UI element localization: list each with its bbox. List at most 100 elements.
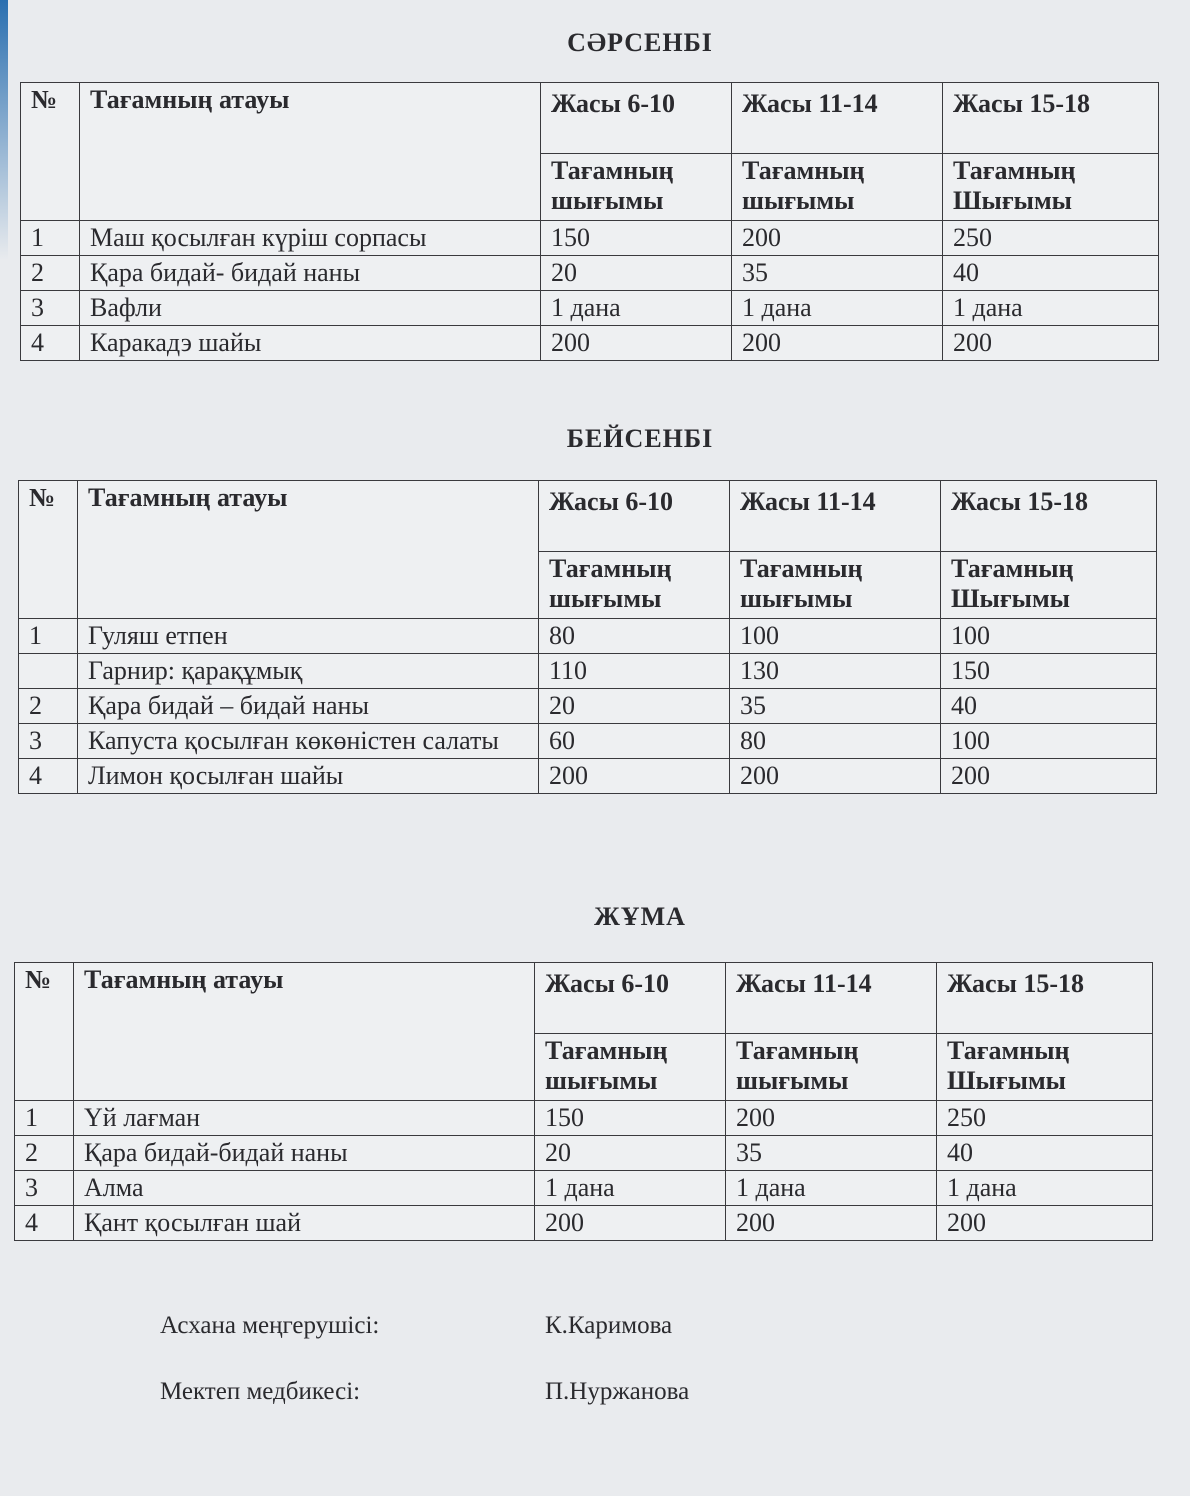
table-row: 3 Капуста қосылған көкөністен салаты 60 80 1… [18, 723, 1157, 759]
portion-value: 100 [729, 618, 941, 654]
header-dish-name: Тағамның атауы [73, 962, 535, 1101]
portion-value: 80 [538, 618, 730, 654]
portion-value: 200 [942, 325, 1159, 361]
portion-value: 200 [538, 758, 730, 794]
signature-name-nurse: П.Нуржанова [545, 1378, 690, 1405]
portion-value: 100 [940, 618, 1157, 654]
dish-name: Маш қосылған күріш сорпасы [79, 220, 541, 256]
subheader-row: Тағамның шығымы Тағамның шығымы Тағамның Ш… [19, 551, 1157, 619]
header-age-group: Жасы 11-14 [731, 82, 943, 154]
dish-name: Қара бидай – бидай наны [77, 688, 539, 724]
portion-value: 20 [540, 255, 732, 291]
row-number: 4 [20, 325, 80, 361]
row-number: 2 [18, 688, 78, 724]
portion-value: 1 дана [540, 290, 732, 326]
header-age-group: Жасы 6-10 [540, 82, 732, 154]
header-output: Тағамның Шығымы [936, 1033, 1153, 1101]
portion-value: 250 [942, 220, 1159, 256]
header-number: № [14, 962, 74, 1101]
portion-value: 200 [940, 758, 1157, 794]
portion-value: 1 дана [936, 1170, 1153, 1206]
portion-value: 150 [534, 1100, 726, 1136]
row-number [18, 653, 78, 689]
portion-value: 40 [942, 255, 1159, 291]
portion-value: 200 [540, 325, 732, 361]
portion-value: 1 дана [942, 290, 1159, 326]
portion-value: 1 дана [731, 290, 943, 326]
header-output: Тағамның Шығымы [940, 551, 1157, 619]
menu-table: № Тағамның атауы Жасы 6-10 Жасы 11-14 Жасы 1… [14, 962, 1153, 1241]
header-age-group: Жасы 6-10 [534, 962, 726, 1034]
header-age-group: Жасы 15-18 [940, 480, 1157, 552]
dish-name: Лимон қосылған шайы [77, 758, 539, 794]
header-output: Тағамның шығымы [729, 551, 941, 619]
portion-value: 110 [538, 653, 730, 689]
page-edge [0, 0, 8, 260]
header-row: № Тағамның атауы Жасы 6-10 Жасы 11-14 Жасы 1… [14, 962, 1153, 1101]
dish-name: Алма [73, 1170, 535, 1206]
portion-value: 200 [731, 325, 943, 361]
portion-value: 35 [731, 255, 943, 291]
table-row: 2 Қара бидай-бидай наны 20 35 40 [14, 1135, 1153, 1171]
portion-value: 130 [729, 653, 941, 689]
dish-name: Капуста қосылған көкөністен салаты [77, 723, 539, 759]
header-dish-name: Тағамның атауы [79, 82, 541, 221]
header-output: Тағамның Шығымы [942, 153, 1159, 221]
dish-name: Қара бидай-бидай наны [73, 1135, 535, 1171]
day-title: БЕЙСЕНБІ [566, 424, 714, 453]
row-number: 1 [14, 1100, 74, 1136]
table-row: 4 Қант қосылған шай 200 200 200 [14, 1205, 1153, 1241]
portion-value: 35 [729, 688, 941, 724]
header-output: Тағамның шығымы [725, 1033, 937, 1101]
header-age-group: Жасы 11-14 [729, 480, 941, 552]
dish-name: Үй лағман [73, 1100, 535, 1136]
dish-name: Вафли [79, 290, 541, 326]
dish-name: Қара бидай- бидай наны [79, 255, 541, 291]
portion-value: 250 [936, 1100, 1153, 1136]
portion-value: 100 [940, 723, 1157, 759]
signature-role-nurse: Мектеп медбикесі: [160, 1378, 361, 1405]
portion-value: 150 [940, 653, 1157, 689]
row-number: 3 [18, 723, 78, 759]
portion-value: 20 [538, 688, 730, 724]
table-row: 4 Лимон қосылған шайы 200 200 200 [18, 758, 1157, 794]
row-number: 1 [20, 220, 80, 256]
header-dish-name: Тағамның атауы [77, 480, 539, 619]
header-number: № [20, 82, 80, 221]
header-output: Тағамның шығымы [538, 551, 730, 619]
header-age-group: Жасы 15-18 [942, 82, 1159, 154]
header-output: Тағамның шығымы [540, 153, 732, 221]
signature-role-canteen-head: Асхана меңгерушісі: [160, 1312, 380, 1339]
portion-value: 35 [725, 1135, 937, 1171]
signature-name-canteen-head: К.Каримова [545, 1312, 673, 1339]
table-row: 2 Қара бидай – бидай наны 20 35 40 [18, 688, 1157, 724]
header-age-group: Жасы 6-10 [538, 480, 730, 552]
menu-table: № Тағамның атауы Жасы 6-10 Жасы 11-14 Жасы 1… [18, 480, 1157, 794]
row-number: 1 [18, 618, 78, 654]
portion-value: 1 дана [725, 1170, 937, 1206]
header-output: Тағамның шығымы [731, 153, 943, 221]
row-number: 2 [20, 255, 80, 291]
dish-name: Гарнир: қарақұмық [77, 653, 539, 689]
portion-value: 20 [534, 1135, 726, 1171]
header-age-group: Жасы 11-14 [725, 962, 937, 1034]
portion-value: 200 [725, 1205, 937, 1241]
portion-value: 200 [936, 1205, 1153, 1241]
header-row: № Тағамның атауы Жасы 6-10 Жасы 11-14 Жасы 1… [20, 82, 1159, 221]
table-row: 2 Қара бидай- бидай наны 20 35 40 [20, 255, 1159, 291]
subheader-row: Тағамның шығымы Тағамның шығымы Тағамның Ш… [21, 153, 1159, 221]
day-title: ЖҰМА [594, 902, 686, 931]
menu-table: № Тағамның атауы Жасы 6-10 Жасы 11-14 Жасы 1… [20, 82, 1159, 361]
portion-value: 150 [540, 220, 732, 256]
day-title: СӘРСЕНБІ [567, 28, 713, 57]
subheader-row: Тағамның шығымы Тағамның шығымы Тағамның Ш… [15, 1033, 1153, 1101]
header-row: № Тағамның атауы Жасы 6-10 Жасы 11-14 Жасы 1… [18, 480, 1157, 619]
row-number: 4 [14, 1205, 74, 1241]
portion-value: 1 дана [534, 1170, 726, 1206]
portion-value: 60 [538, 723, 730, 759]
portion-value: 40 [940, 688, 1157, 724]
portion-value: 200 [725, 1100, 937, 1136]
portion-value: 200 [534, 1205, 726, 1241]
table-row: 4 Каракадэ шайы 200 200 200 [20, 325, 1159, 361]
portion-value: 40 [936, 1135, 1153, 1171]
